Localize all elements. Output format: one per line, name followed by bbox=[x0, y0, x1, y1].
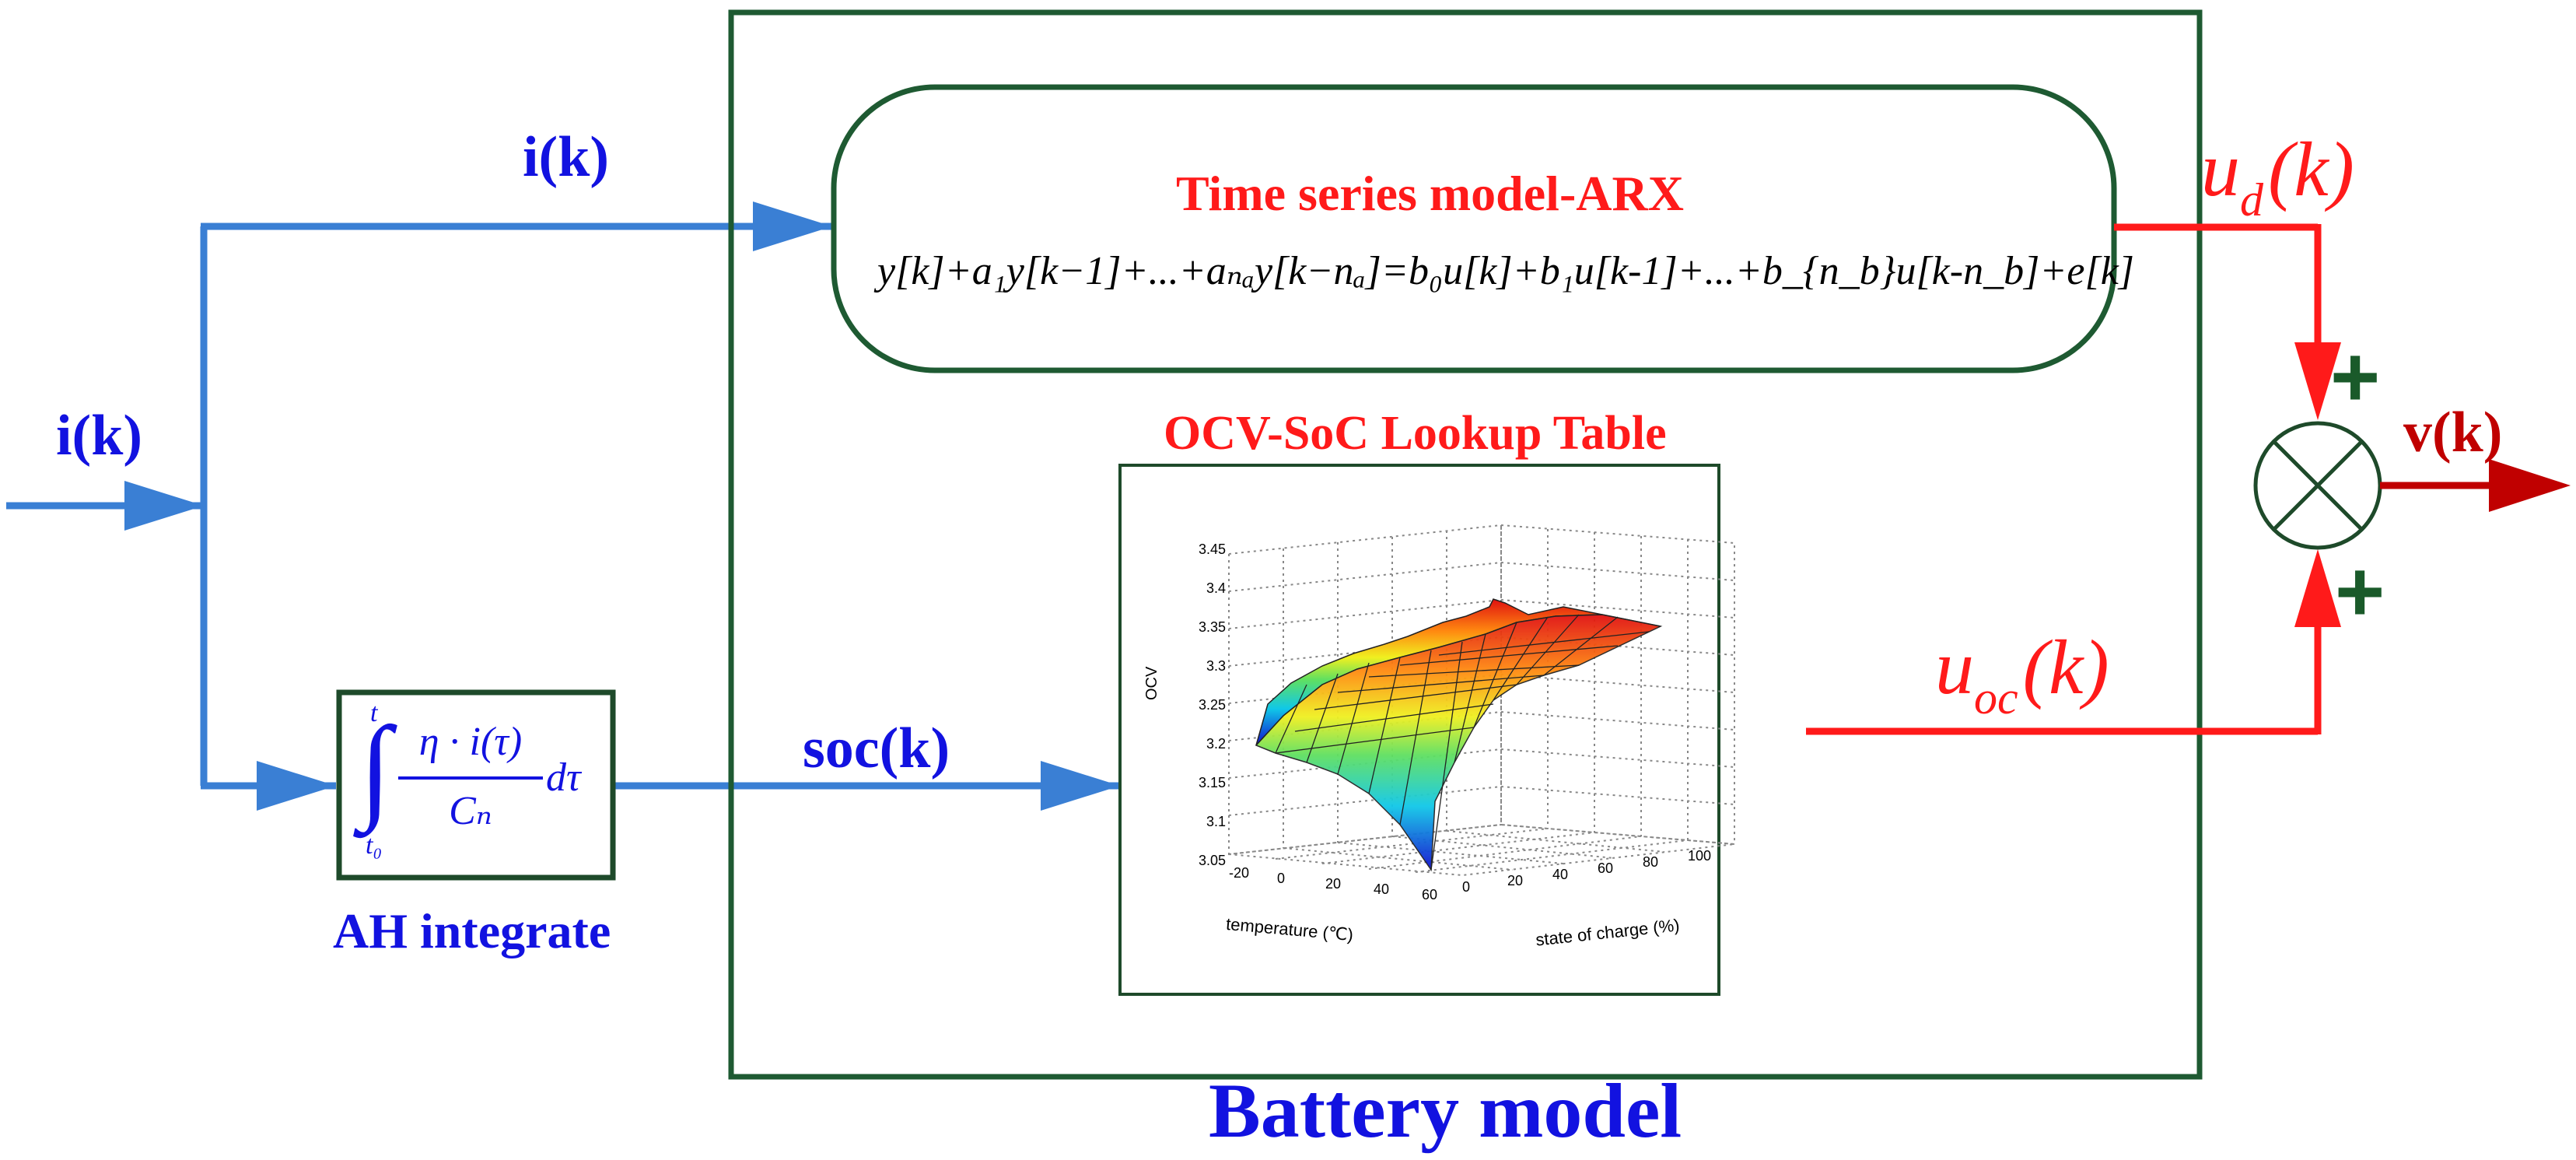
plus-sign-top: + bbox=[2330, 329, 2381, 425]
ah-denominator: Cₙ bbox=[449, 789, 492, 833]
uoc-k: (k) bbox=[2022, 624, 2109, 710]
surface-y-tick: 60 bbox=[1598, 860, 1614, 876]
surface-x-tick: 20 bbox=[1325, 876, 1342, 892]
ud-sub: d bbox=[2240, 174, 2263, 226]
uoc-arrow-head bbox=[2294, 549, 2341, 627]
surface-z-tick: 3.15 bbox=[1198, 775, 1226, 790]
output-wiring bbox=[1806, 223, 2571, 735]
surface-y-tick: 0 bbox=[1462, 879, 1471, 895]
surface-z-tick: 3.4 bbox=[1206, 580, 1226, 596]
surface-z-tick: 3.05 bbox=[1198, 853, 1226, 868]
label-battery-model: Battery model bbox=[1209, 1067, 1682, 1154]
surface-x-tick: -20 bbox=[1229, 865, 1250, 881]
arx-model-box bbox=[831, 84, 2117, 373]
label-input-current: i(k) bbox=[56, 404, 142, 468]
ah-fraction-bar bbox=[398, 776, 543, 780]
ah-integrate-box bbox=[336, 689, 616, 881]
ah-integral-lower: t₀ bbox=[366, 831, 383, 860]
uoc-u: u bbox=[1935, 624, 1974, 710]
label-uoc: uoc(k) bbox=[1935, 622, 2109, 724]
arx-input-arrow-head bbox=[753, 202, 832, 251]
ah-input-arrow-head bbox=[257, 761, 336, 811]
surface-y-tick: 20 bbox=[1507, 873, 1524, 888]
ud-k: (k) bbox=[2268, 126, 2354, 212]
input-arrow-head bbox=[124, 481, 204, 531]
surface-plot bbox=[1228, 524, 1735, 877]
surface-x-tick: 40 bbox=[1374, 881, 1390, 897]
plus-sign-bottom: + bbox=[2335, 544, 2385, 640]
label-branch-current: i(k) bbox=[523, 125, 609, 189]
uoc-sub: oc bbox=[1974, 672, 2018, 724]
surface-mesh bbox=[1275, 614, 1650, 871]
arx-equation: y[k]+a₁y[k−1]+...+aₙₐy[k−nₐ]=b₀u[k]+b₁u[… bbox=[877, 249, 2135, 293]
surface-x-ticks: -20 0 20 40 60 bbox=[1229, 865, 1462, 927]
surface-zlabel: OCV bbox=[1143, 666, 1160, 700]
surface-y-tick: 100 bbox=[1688, 848, 1712, 864]
label-soc: soc(k) bbox=[803, 717, 950, 780]
surface-z-tick: 3.35 bbox=[1198, 619, 1226, 635]
ah-integral-upper: t bbox=[370, 699, 378, 727]
surface-z-tick: 3.45 bbox=[1198, 541, 1226, 557]
surface-y-tick: 40 bbox=[1552, 867, 1569, 882]
output-arrow-head bbox=[2489, 459, 2571, 512]
input-wiring bbox=[6, 202, 1120, 811]
soc-arrow-head bbox=[1041, 761, 1120, 811]
surface-x-tick: 60 bbox=[1422, 887, 1438, 902]
ud-u: u bbox=[2201, 126, 2240, 212]
surface-z-tick: 3.25 bbox=[1198, 697, 1226, 713]
surface-y-tick: 80 bbox=[1643, 854, 1659, 870]
summing-junction bbox=[2253, 421, 2382, 550]
ud-arrow-head bbox=[2294, 342, 2341, 420]
surface-z-tick: 3.2 bbox=[1206, 736, 1226, 752]
ah-dtau: dτ bbox=[546, 755, 581, 800]
ah-integral-sign: ∫ bbox=[359, 703, 392, 832]
battery-model-box bbox=[728, 9, 2203, 1080]
surface-x-tick: 0 bbox=[1277, 871, 1286, 886]
label-ah-integrate: AH integrate bbox=[333, 903, 611, 958]
label-ud: ud(k) bbox=[2201, 124, 2354, 226]
arx-title: Time series model-ARX bbox=[1176, 166, 1684, 221]
ah-numerator: η · i(τ) bbox=[418, 720, 523, 764]
surface-y-ticks: 0 20 40 60 80 100 bbox=[1462, 848, 1742, 910]
surface-z-tick: 3.3 bbox=[1206, 658, 1226, 674]
label-output-voltage: v(k) bbox=[2403, 401, 2503, 464]
lookup-table-title: OCV-SoC Lookup Table bbox=[1164, 407, 1667, 460]
surface-z-tick: 3.1 bbox=[1206, 814, 1226, 829]
